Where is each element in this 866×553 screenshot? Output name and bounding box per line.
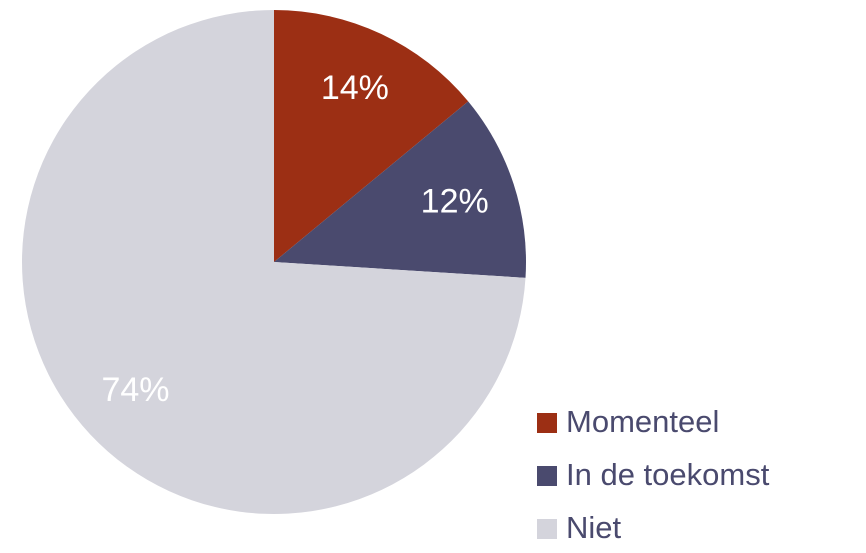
- legend-label: Niet: [566, 510, 622, 545]
- legend-label: Momenteel: [566, 404, 719, 439]
- data-label: 14%: [321, 69, 389, 107]
- data-label: 12%: [421, 182, 489, 220]
- pie-slice: [22, 10, 526, 514]
- legend-swatch: [537, 519, 557, 539]
- legend-swatch: [537, 466, 557, 486]
- legend-swatch: [537, 413, 557, 433]
- data-label: 74%: [101, 371, 169, 409]
- legend-label: In de toekomst: [566, 457, 770, 492]
- pie-slice: [274, 101, 526, 278]
- pie-slice: [274, 10, 469, 262]
